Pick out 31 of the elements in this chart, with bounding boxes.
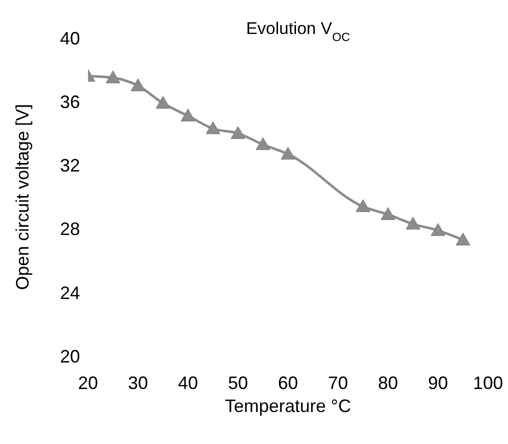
point [456, 232, 470, 246]
y-tick-label: 36 [60, 92, 80, 112]
x-tick-label: 100 [472, 372, 504, 393]
x-tick-label: 50 [228, 372, 248, 393]
y-tick-label: 28 [60, 219, 80, 240]
y-tick-label: 40 [60, 28, 80, 48]
y-tick-label: 24 [60, 282, 80, 303]
point [280, 146, 296, 160]
point [180, 108, 196, 122]
x-tick-label: 90 [428, 372, 448, 393]
y-tick-label: 32 [60, 156, 80, 176]
x-tick-label: 40 [178, 372, 198, 393]
point [356, 199, 370, 212]
point [406, 216, 420, 230]
x-axis-title: Temperature °C [224, 396, 352, 416]
y-tick-label: 20 [60, 346, 80, 366]
point [206, 121, 220, 134]
y-axis-title: Open circuit voltage [V] [12, 104, 32, 290]
x-tick-label: 70 [328, 372, 348, 393]
x-tick-label: 30 [128, 372, 148, 393]
point [156, 96, 170, 109]
point [230, 126, 246, 139]
point [430, 223, 446, 236]
x-tick-label: 80 [378, 372, 398, 393]
point [130, 78, 146, 92]
point [380, 207, 396, 220]
x-tick-label: 20 [78, 372, 98, 393]
point [256, 137, 270, 150]
point [106, 70, 120, 84]
chart-title: Evolution V$_{OC}$ [246, 19, 350, 44]
x-tick-label: 60 [278, 372, 298, 393]
